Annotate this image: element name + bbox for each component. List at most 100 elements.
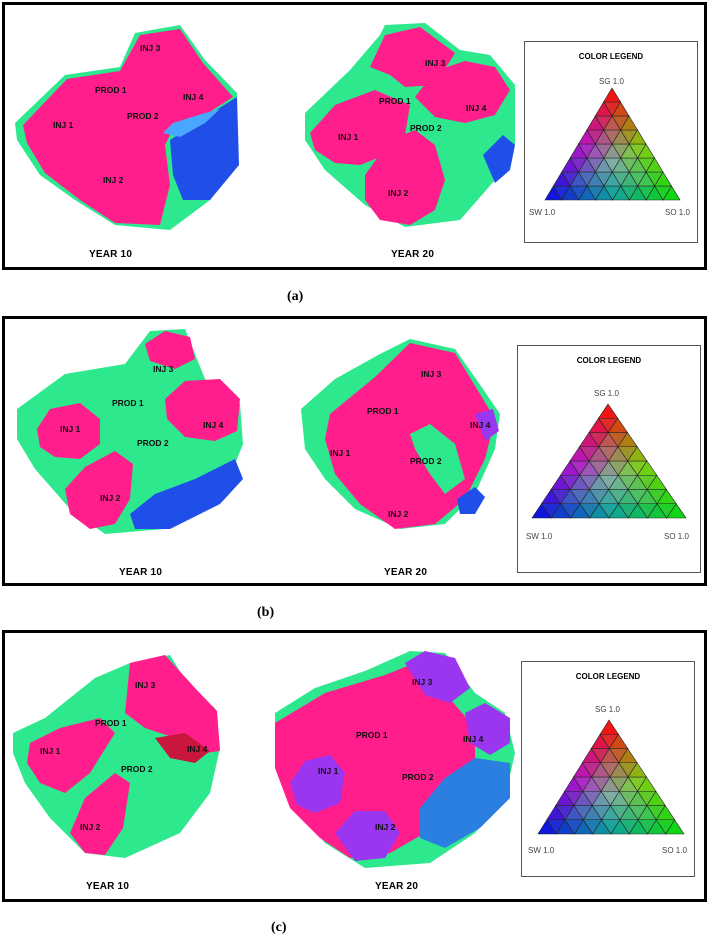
water-fringe [163, 109, 220, 137]
gas-region-inj3 [125, 655, 220, 753]
label-prod1: PROD 1 [356, 730, 388, 740]
legend-cell [620, 115, 639, 131]
legend-so: SO 1.0 [665, 208, 690, 217]
legend-cell [637, 143, 656, 159]
legend-cell [665, 819, 685, 835]
gas-shade [155, 733, 210, 763]
water-region [457, 487, 485, 514]
caption-c: (c) [271, 920, 287, 935]
legend-cell [599, 719, 619, 735]
legend-cell [603, 87, 622, 103]
legend-sg: SG 1.0 [599, 77, 624, 86]
label-inj3: INJ 3 [421, 369, 442, 379]
ternary-triangle [537, 719, 685, 835]
legend-sw: SW 1.0 [528, 846, 555, 855]
water-region [130, 459, 243, 529]
legend-so: SO 1.0 [662, 846, 687, 855]
year-label: YEAR 10 [86, 881, 130, 892]
legend-title: COLOR LEGEND [576, 356, 642, 365]
legend-cell [662, 185, 681, 201]
legend-sg: SG 1.0 [595, 705, 620, 714]
label-inj4: INJ 4 [187, 744, 208, 754]
label-inj4: INJ 4 [466, 103, 487, 113]
year-label: YEAR 10 [89, 249, 133, 260]
map-c-year10: INJ 3 PROD 1 INJ 1 INJ 4 PROD 2 INJ 2 [13, 655, 220, 858]
saturation-maps-c: INJ 3 PROD 1 INJ 1 INJ 4 PROD 2 INJ 2 IN… [13, 651, 515, 868]
label-inj4: INJ 4 [463, 734, 484, 744]
mixed-region-inj1 [290, 755, 345, 813]
label-inj3: INJ 3 [425, 58, 446, 68]
ternary-triangle [544, 87, 681, 201]
year-label: YEAR 20 [375, 881, 419, 892]
legend-cell [617, 431, 638, 448]
legend-cell [611, 101, 630, 117]
label-inj1: INJ 1 [318, 766, 339, 776]
gas-region-inj4 [415, 61, 510, 123]
legend-cell [654, 171, 673, 187]
gas-region-inj2 [70, 773, 130, 855]
label-inj1: INJ 1 [40, 746, 61, 756]
label-prod1: PROD 1 [95, 718, 127, 728]
gas-region-inj2 [365, 130, 445, 225]
label-inj3: INJ 3 [140, 43, 161, 53]
label-inj2: INJ 2 [375, 822, 396, 832]
water-region [170, 97, 239, 200]
legend-sw: SW 1.0 [526, 532, 553, 541]
legend-sw: SW 1.0 [529, 208, 556, 217]
legend-cell [618, 747, 638, 764]
caption-a: (a) [287, 289, 304, 304]
saturation-maps-a: INJ 3 PROD 1 INJ 4 PROD 2 INJ 1 INJ 2 IN… [15, 23, 515, 230]
mixed-region-inj3 [405, 651, 470, 703]
label-prod2: PROD 2 [402, 772, 434, 782]
gas-region-inj1 [27, 718, 115, 793]
label-prod2: PROD 2 [410, 123, 442, 133]
caption-b: (b) [257, 605, 275, 620]
legend-cell [597, 403, 619, 419]
legend-cell [646, 790, 666, 806]
color-legend: COLOR LEGEND SG 1.0 SW 1.0 SO 1.0 [521, 661, 695, 877]
map-b-year20: INJ 3 PROD 1 INJ 4 INJ 1 PROD 2 INJ 2 [301, 339, 500, 529]
legend-cell [636, 460, 658, 476]
legend-title: COLOR LEGEND [575, 672, 641, 681]
label-inj1: INJ 1 [53, 120, 74, 130]
legend-title: COLOR LEGEND [578, 52, 644, 61]
legend-cell [608, 733, 629, 749]
label-inj2: INJ 2 [80, 822, 101, 832]
gas-region-inj4 [165, 379, 240, 441]
legend-cell [655, 804, 676, 821]
panel-c: INJ 3 PROD 1 INJ 1 INJ 4 PROD 2 INJ 2 IN… [2, 630, 707, 902]
ternary-triangle [531, 403, 687, 519]
legend-cell [645, 157, 664, 173]
panel-b: INJ 3 PROD 1 INJ 4 INJ 1 PROD 2 INJ 2 IN… [2, 316, 707, 586]
label-prod2: PROD 2 [127, 111, 159, 121]
legend-cell [646, 474, 668, 490]
map-a-year20: INJ 3 PROD 1 INJ 4 PROD 2 INJ 1 INJ 2 [305, 23, 515, 227]
gas-region [23, 29, 233, 225]
color-legend: COLOR LEGEND SG 1.0 SW 1.0 SO 1.0 [524, 41, 698, 243]
label-inj3: INJ 3 [135, 680, 156, 690]
label-inj2: INJ 2 [388, 188, 409, 198]
mixed-region-inj2 [335, 811, 400, 861]
label-prod2: PROD 2 [121, 764, 153, 774]
label-inj3: INJ 3 [412, 677, 433, 687]
saturation-maps-b: INJ 3 PROD 1 INJ 4 INJ 1 PROD 2 INJ 2 IN… [17, 329, 500, 534]
label-inj1: INJ 1 [330, 448, 351, 458]
panel-a: INJ 3 PROD 1 INJ 4 PROD 2 INJ 1 INJ 2 IN… [2, 2, 707, 270]
label-inj3: INJ 3 [153, 364, 174, 374]
gas-region-inj3 [145, 331, 195, 369]
label-inj4: INJ 4 [203, 420, 224, 430]
label-prod2: PROD 2 [410, 456, 442, 466]
legend-so: SO 1.0 [664, 532, 689, 541]
legend-sg: SG 1.0 [594, 389, 619, 398]
legend-cell [627, 762, 648, 778]
gas-region-inj3 [370, 27, 455, 87]
legend-cell [637, 776, 657, 792]
legend-cell [656, 488, 677, 505]
legend-cell [627, 446, 648, 462]
gas-region-inj1 [310, 90, 410, 165]
year-label: YEAR 20 [384, 567, 428, 578]
gas-region-inj1 [37, 403, 100, 459]
label-prod1: PROD 1 [379, 96, 411, 106]
color-legend: COLOR LEGEND SG 1.0 SW 1.0 SO 1.0 [517, 345, 701, 573]
mixed-region-inj4 [465, 703, 510, 755]
